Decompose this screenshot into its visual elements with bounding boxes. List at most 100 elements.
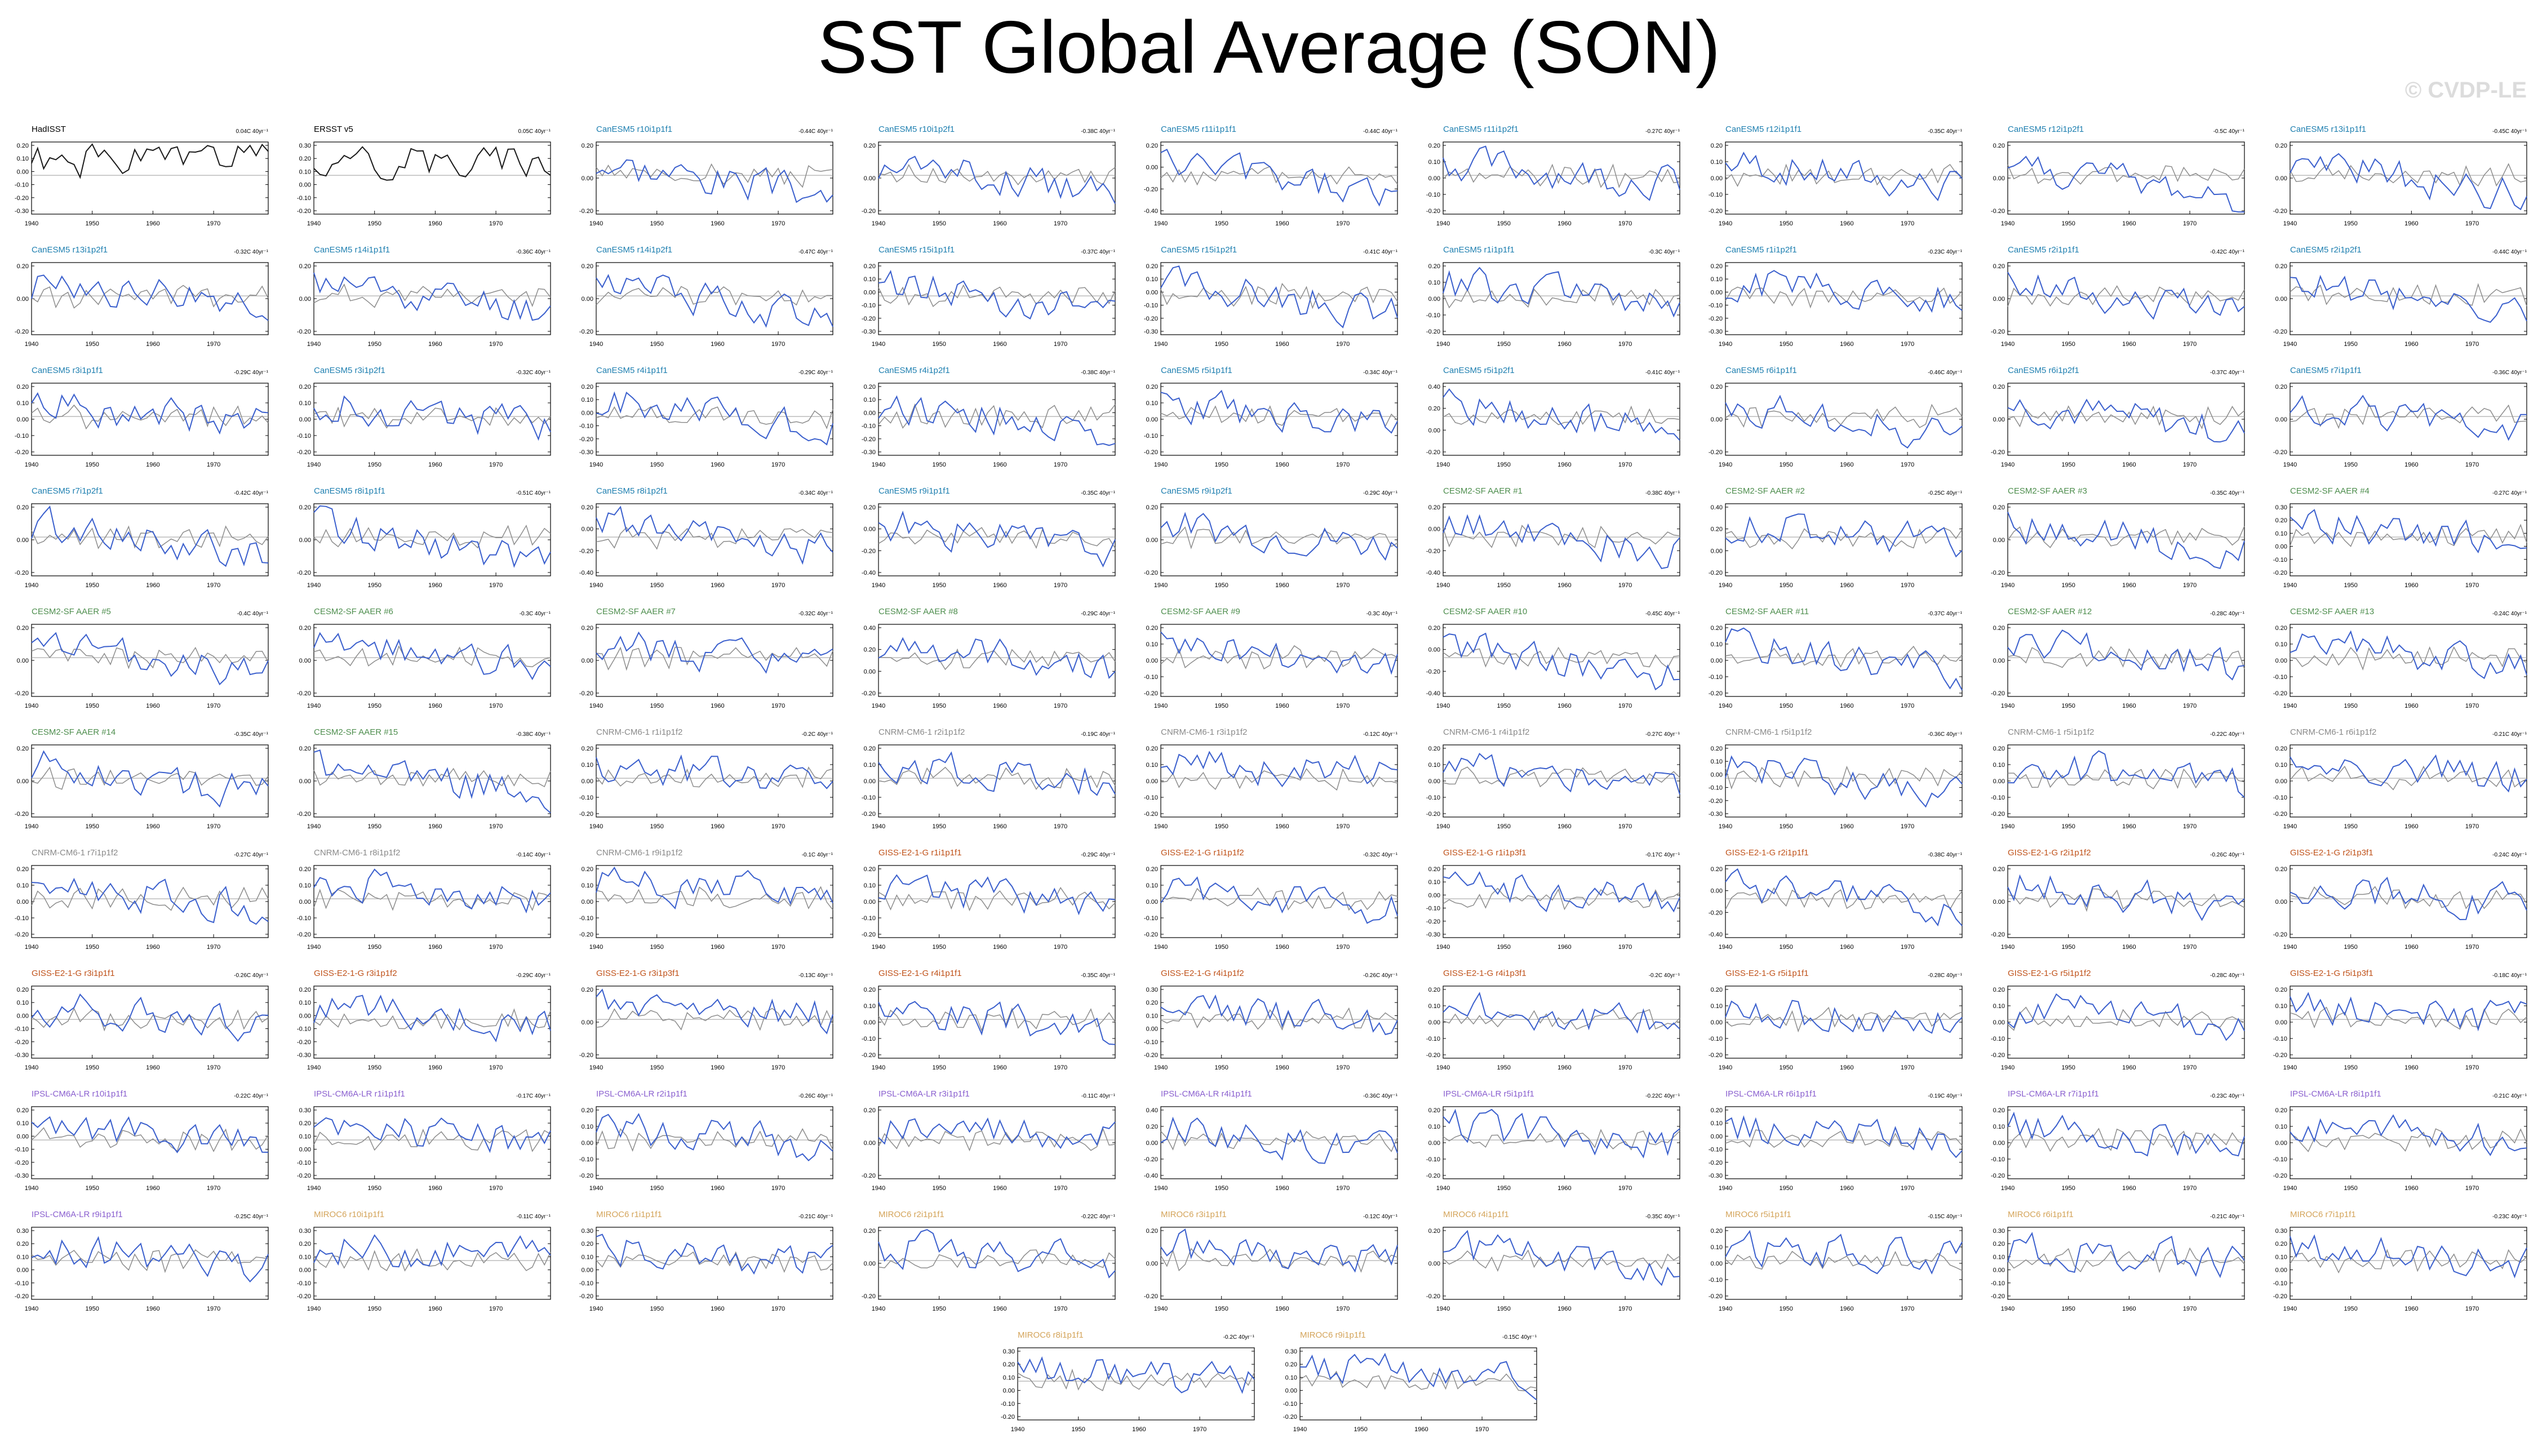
trend-label: -0.15C 40yr⁻¹ <box>1928 1214 1963 1220</box>
x-tick-label: 1960 <box>1558 220 1571 227</box>
y-tick-label: 0.20 <box>17 745 29 752</box>
x-tick-label: 1940 <box>1719 703 1732 709</box>
x-tick-label: 1940 <box>2283 220 2297 227</box>
y-tick-label: 0.00 <box>1711 416 1723 423</box>
x-tick-label: 1940 <box>2001 1185 2015 1192</box>
panel: CESM2-SF AAER #12 -0.28C 40yr⁻¹ 0.20 0.00 -0… <box>1991 607 2245 709</box>
x-tick-label: 1960 <box>1558 461 1571 468</box>
y-tick-label: -0.30 <box>579 449 593 456</box>
y-tick-label: 0.00 <box>1711 1019 1723 1026</box>
panel-title: CESM2-SF AAER #8 <box>878 607 958 616</box>
panel: IPSL-CM6A-LR r1i1p1f1 -0.17C 40yr⁻¹ 0.30 0.… <box>297 1089 551 1192</box>
series-line <box>313 1117 551 1153</box>
panel: CanESM5 r3i1p1f1 -0.29C 40yr⁻¹ 0.20 0.10 0.0… <box>15 366 269 468</box>
x-tick-label: 1970 <box>1336 461 1350 468</box>
series-line <box>2289 1234 2527 1279</box>
x-tick-label: 1940 <box>1436 220 1450 227</box>
panel: IPSL-CM6A-LR r10i1p1f1 -0.22C 40yr⁻¹ 0.20 0… <box>15 1089 269 1192</box>
y-tick-label: -0.10 <box>1426 905 1440 912</box>
trend-label: -0.36C 40yr⁻¹ <box>516 249 551 255</box>
y-tick-label: 0.00 <box>1428 892 1440 899</box>
y-tick-label: 0.10 <box>864 397 876 403</box>
x-tick-label: 1960 <box>993 1185 1006 1192</box>
panel: CanESM5 r2i1p2f1 -0.44C 40yr⁻¹ 0.20 0.00 -0.… <box>2273 245 2527 348</box>
x-tick-label: 1950 <box>367 582 381 589</box>
x-tick-label: 1950 <box>367 461 381 468</box>
x-tick-label: 1950 <box>85 1185 99 1192</box>
y-tick-label: -0.10 <box>297 1160 311 1166</box>
x-tick-label: 1940 <box>2283 341 2297 348</box>
trend-label: -0.18C 40yr⁻¹ <box>2492 973 2527 979</box>
y-tick-label: 0.00 <box>2275 1140 2287 1147</box>
x-tick-label: 1950 <box>1354 1426 1367 1433</box>
y-tick-label: 0.10 <box>1146 882 1158 889</box>
x-tick-label: 1970 <box>1336 944 1350 951</box>
series-line <box>878 1001 1116 1045</box>
ensemble-mean-line <box>1160 645 1398 670</box>
y-tick-label: 0.00 <box>864 1260 876 1267</box>
ensemble-mean-line <box>2289 1128 2527 1152</box>
y-tick-label: 0.20 <box>1428 143 1440 149</box>
y-tick-label: 0.10 <box>17 882 29 889</box>
x-tick-label: 1940 <box>1436 1306 1450 1312</box>
ensemble-mean-line <box>313 767 551 788</box>
plot-frame <box>2007 865 2245 938</box>
panel: CanESM5 r8i1p2f1 -0.34C 40yr⁻¹ 0.20 0.00 -0.… <box>579 486 833 589</box>
x-tick-label: 1950 <box>2344 1064 2357 1071</box>
x-tick-label: 1940 <box>1154 220 1168 227</box>
x-tick-label: 1940 <box>25 1185 38 1192</box>
x-tick-label: 1960 <box>1558 1064 1571 1071</box>
x-tick-label: 1960 <box>993 461 1006 468</box>
x-tick-label: 1940 <box>589 582 603 589</box>
x-tick-label: 1970 <box>1618 341 1632 348</box>
y-tick-label: 0.20 <box>1003 1361 1015 1368</box>
x-tick-label: 1950 <box>2061 220 2075 227</box>
plot-frame <box>1725 141 1963 215</box>
trend-label: -0.21C 40yr⁻¹ <box>2210 1214 2245 1220</box>
y-tick-label: -0.20 <box>1426 449 1440 456</box>
x-tick-label: 1940 <box>2283 582 2297 589</box>
series-line <box>31 274 269 321</box>
y-tick-label: 0.00 <box>1711 888 1723 895</box>
panel: CanESM5 r15i1p2f1 -0.41C 40yr⁻¹ 0.20 0.10 0.… <box>1144 245 1398 348</box>
x-tick-label: 1970 <box>771 341 785 348</box>
plot-frame <box>1160 624 1398 697</box>
x-tick-label: 1970 <box>1336 582 1350 589</box>
series-line <box>2289 992 2527 1032</box>
y-tick-label: 0.40 <box>1146 1107 1158 1114</box>
x-tick-label: 1970 <box>2183 461 2197 468</box>
x-tick-label: 1960 <box>1840 823 1853 830</box>
panel: IPSL-CM6A-LR r8i1p1f1 -0.21C 40yr⁻¹ 0.20 0.… <box>2273 1089 2527 1192</box>
y-tick-label: 0.00 <box>582 526 593 533</box>
x-tick-label: 1970 <box>2465 1185 2479 1192</box>
y-tick-label: 0.20 <box>864 263 876 270</box>
x-tick-label: 1960 <box>428 1185 442 1192</box>
y-tick-label: -0.20 <box>297 329 311 335</box>
y-tick-label: 0.20 <box>1711 526 1723 533</box>
y-tick-label: 0.00 <box>17 658 29 664</box>
x-tick-label: 1940 <box>2001 1064 2015 1071</box>
y-tick-label: 0.20 <box>1993 263 2005 270</box>
y-tick-label: 0.20 <box>1428 987 1440 993</box>
series-line <box>2007 874 2245 921</box>
y-tick-label: 0.10 <box>1993 762 2005 769</box>
trend-label: -0.35C 40yr⁻¹ <box>234 731 269 738</box>
trend-label: -0.12C 40yr⁻¹ <box>1363 731 1398 738</box>
x-tick-label: 1970 <box>1901 220 1914 227</box>
y-tick-label: 0.40 <box>1428 384 1440 390</box>
y-tick-label: 0.10 <box>1003 1374 1015 1381</box>
y-tick-label: 0.10 <box>1428 1003 1440 1010</box>
series-line <box>2007 156 2244 213</box>
x-tick-label: 1970 <box>1901 944 1914 951</box>
trend-label: -0.2C 40yr⁻¹ <box>802 731 833 738</box>
panel-title: IPSL-CM6A-LR r1i1p1f1 <box>314 1089 405 1099</box>
y-tick-label: 0.00 <box>2275 1019 2287 1026</box>
ensemble-mean-line <box>878 527 1116 549</box>
series-line <box>1160 1116 1398 1164</box>
y-tick-label: -0.20 <box>297 208 311 215</box>
plot-frame <box>596 141 833 215</box>
y-tick-label: 0.30 <box>1146 987 1158 993</box>
trend-label: -0.19C 40yr⁻¹ <box>1081 731 1116 738</box>
trend-label: -0.26C 40yr⁻¹ <box>234 973 269 979</box>
panel-title: CNRM-CM6-1 r2i1p1f2 <box>878 727 965 737</box>
